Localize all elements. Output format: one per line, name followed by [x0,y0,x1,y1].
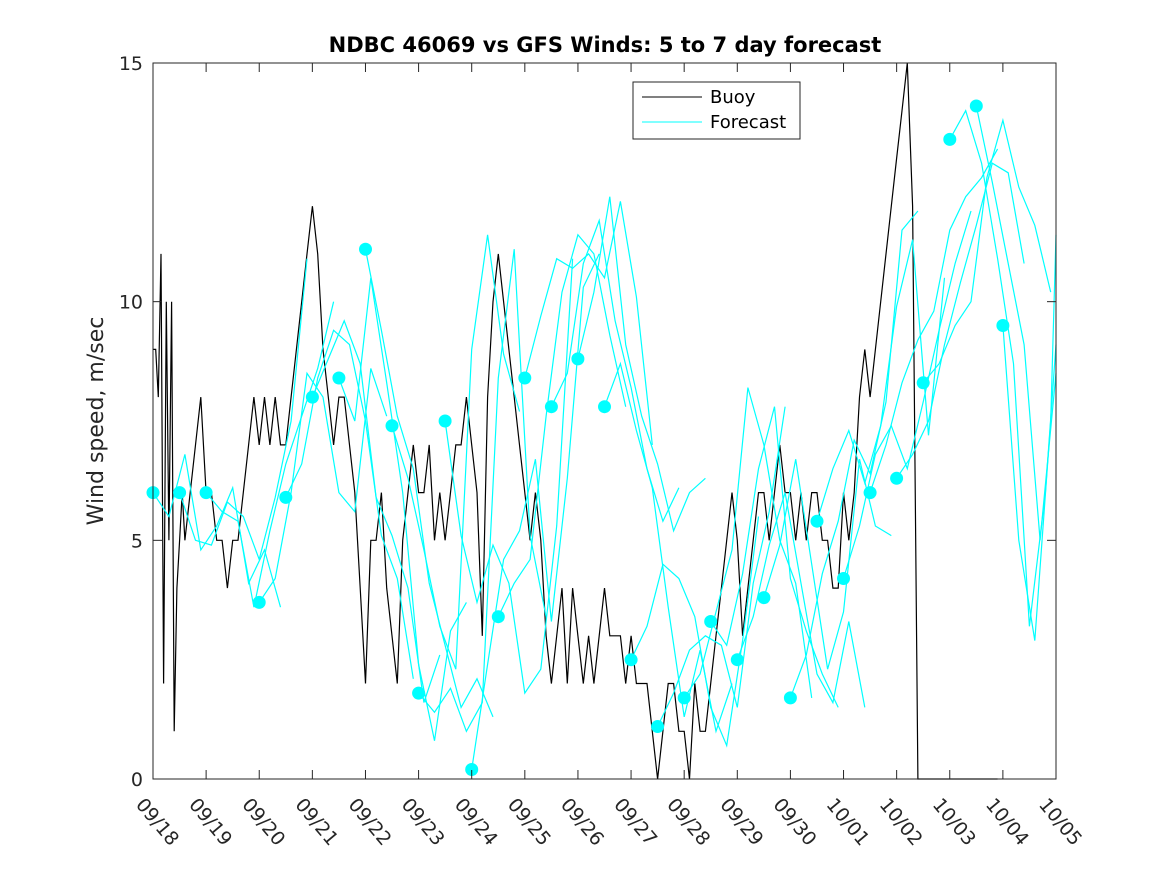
series-layer [146,62,1057,780]
y-tick-label: 10 [119,292,143,314]
forecast-point [491,610,505,624]
axes-box [152,62,1057,780]
y-tick-label: 0 [131,769,143,791]
y-tick-label: 5 [131,530,143,552]
forecast-point [730,653,744,667]
forecast-point [916,376,930,390]
forecast-series-line-22 [736,492,866,708]
forecast-point [890,471,904,485]
forecast-series-line-4 [258,368,388,603]
forecast-series-line-25 [816,239,946,522]
forecast-series-line-20 [683,387,813,699]
chart-title: NDBC 46069 vs GFS Winds: 5 to 7 day fore… [329,33,882,57]
forecast-point [252,595,266,609]
legend-buoy-label: Buoy [710,87,756,108]
forecast-series-line-11 [444,258,574,695]
forecast-series-line-2 [179,258,308,562]
forecast-point [305,390,319,404]
forecast-series-line-32 [1002,234,1057,641]
forecast-point [199,486,213,500]
forecast-point [518,371,532,385]
forecast-point [412,686,426,700]
forecast-point [465,763,479,776]
forecast-point [279,490,293,504]
forecast-point [837,572,850,585]
forecast-point [810,514,824,528]
forecast-point [651,720,665,733]
forecast-series-line-8 [364,249,494,718]
y-axis-label: Wind speed, m/sec [84,317,109,526]
forecast-series-line-13 [497,233,627,617]
forecast-series-line-12 [471,253,600,770]
forecast-point [783,691,797,705]
legend-forecast-label: Forecast [710,112,786,133]
forecast-point [544,400,558,414]
y-tick-label: 15 [119,53,143,75]
forecast-series-line-24 [789,210,919,699]
forecast-series-line-9 [391,234,521,670]
forecast-point [969,99,983,113]
forecast-point [624,653,638,667]
forecast-series-line-5 [285,329,414,679]
forecast-point [863,486,877,500]
buoy-series-line [153,62,998,780]
forecast-series-line-23 [763,459,892,670]
forecast-series-line-7 [338,277,467,741]
forecast-series-line-19 [657,406,786,727]
forecast-series-line-3 [205,301,335,608]
forecast-point [996,319,1010,332]
forecast-point [385,419,399,433]
y-axis-ticks: 0 5 10 15 [119,53,1056,791]
forecast-point [438,414,452,428]
forecast-series-line-21 [710,406,839,708]
forecast-point [332,371,346,385]
forecast-point [757,591,771,605]
forecast-series-line-27 [869,148,999,493]
axes-background [153,63,1056,779]
forecast-point [943,132,957,146]
forecast-series-line-26 [842,210,972,579]
forecast-point [598,400,611,414]
forecast-series-line-16 [577,196,706,533]
forecast-series-line-14 [524,201,653,445]
forecast-point [571,352,585,366]
forecast-point [704,615,718,628]
legend: Buoy Forecast [632,81,801,140]
forecast-point [677,691,691,705]
forecast-series-line-31 [975,105,1057,541]
forecast-series-line-28 [896,162,1025,479]
forecast-series-line-15 [550,218,680,523]
forecast-series-line-18 [630,516,760,748]
forecast-point [173,486,187,500]
forecast-point [359,242,372,256]
forecast-series-line-29 [922,117,1052,384]
legend-box [632,81,801,140]
